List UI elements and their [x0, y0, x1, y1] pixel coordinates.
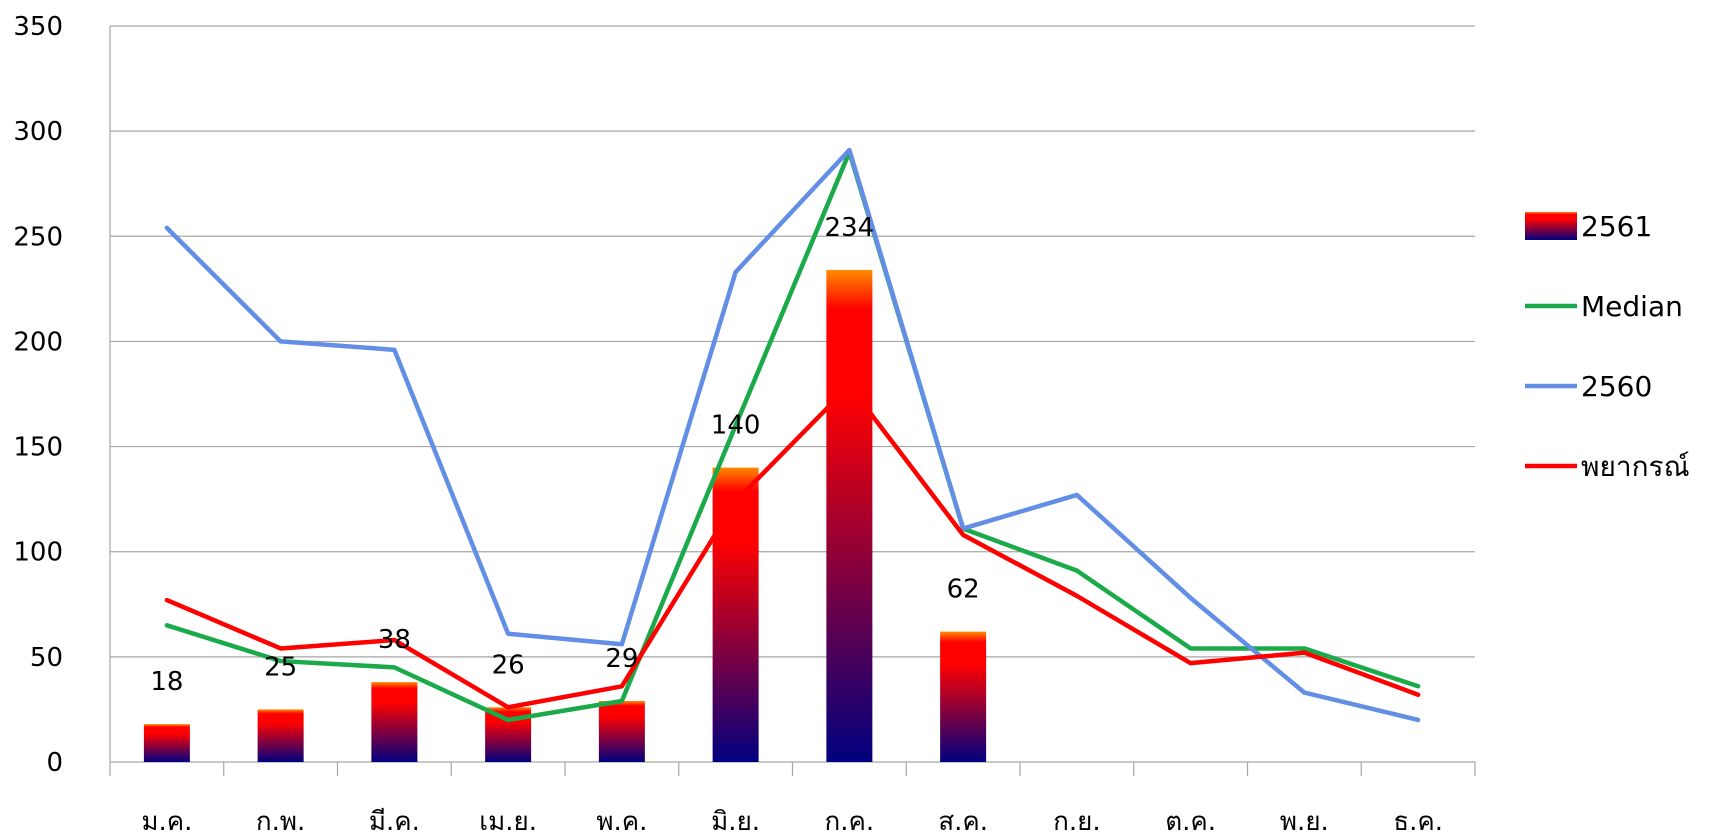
y-tick-label: 50: [30, 643, 63, 673]
y-tick-label: 0: [46, 748, 63, 778]
x-tick-label: ก.พ.: [256, 807, 305, 836]
bar-data-label: 25: [264, 652, 297, 682]
line-series-พยากรณ์: [164, 383, 1421, 710]
bar-data-label: 140: [711, 411, 761, 441]
legend-label: 2561: [1581, 210, 1652, 243]
x-tick-label: มี.ค.: [369, 807, 420, 836]
y-tick-label: 100: [13, 538, 63, 568]
bar-data-label: 18: [150, 667, 183, 697]
bar-2561: [940, 631, 987, 762]
gridlines: [110, 25, 1475, 658]
bar-2561: [826, 269, 873, 762]
legend: 2561 Median 2560 พยากรณ์: [1525, 210, 1690, 483]
x-tick-label: ม.ค.: [141, 807, 192, 836]
x-tick-label: ต.ค.: [1165, 807, 1216, 836]
legend-label: Median: [1581, 290, 1683, 323]
line-series-2560: [164, 147, 1421, 723]
x-tick-label: พ.ค.: [596, 807, 647, 836]
legend-label: 2560: [1581, 370, 1652, 403]
y-tick-label: 300: [13, 117, 63, 147]
x-axis: ม.ค. ก.พ. มี.ค. เม.ย. พ.ค. มิ.ย. ก.ค. ส.ค. ก.ย. ต…: [109, 26, 1476, 836]
bar-data-label: 62: [947, 575, 980, 605]
data-labels: 18 25 38 26 29 140 234 62: [150, 213, 979, 697]
bar-data-label: 29: [605, 644, 638, 674]
x-tick-label: ก.ย.: [1053, 807, 1101, 836]
line-series-Median: [164, 149, 1421, 723]
bar-2561: [598, 701, 645, 762]
x-tick-label: ธ.ค.: [1393, 807, 1443, 836]
line-series: [164, 147, 1421, 723]
x-tick-label: ส.ค.: [938, 807, 988, 836]
x-tick-label: ก.ค.: [825, 807, 875, 836]
y-tick-label: 350: [13, 12, 63, 42]
bar-data-label: 38: [378, 625, 411, 655]
bar-2561: [371, 682, 418, 762]
x-tick-label: พ.ย.: [1280, 807, 1329, 836]
legend-label: พยากรณ์: [1581, 450, 1690, 483]
bar-data-label: 234: [825, 213, 875, 243]
x-tick-label: มิ.ย.: [711, 807, 760, 836]
y-tick-label: 200: [13, 327, 63, 357]
x-tick-label: เม.ย.: [479, 807, 537, 836]
bar-2561: [143, 724, 190, 762]
bar-2561: [712, 467, 759, 762]
bar-series: [143, 269, 987, 762]
bar-data-label: 26: [492, 650, 525, 680]
legend-swatch-2561: [1525, 212, 1577, 240]
y-tick-label: 150: [13, 433, 63, 463]
y-axis-ticks: 0 50 100 150 200 250 300 350: [13, 12, 63, 778]
y-tick-label: 250: [13, 222, 63, 252]
bar-2561: [257, 709, 304, 762]
